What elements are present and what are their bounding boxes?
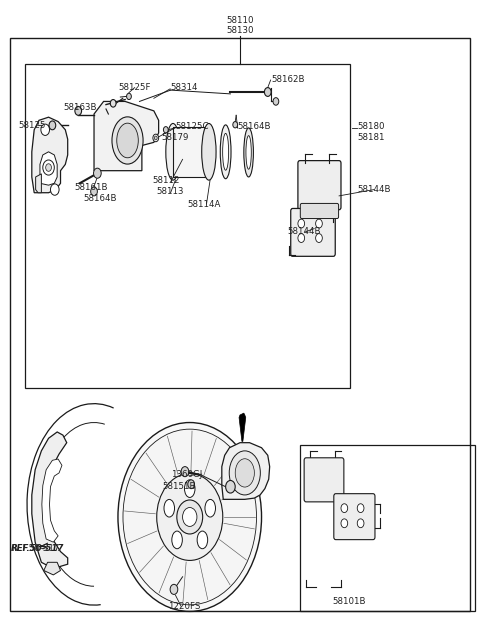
Ellipse shape (164, 499, 175, 517)
Circle shape (46, 164, 51, 172)
Polygon shape (94, 102, 158, 171)
Text: 58125: 58125 (19, 121, 47, 130)
Text: 58151B: 58151B (162, 482, 196, 492)
Ellipse shape (184, 480, 195, 497)
Ellipse shape (220, 125, 231, 179)
Circle shape (94, 168, 101, 178)
Text: REF.50-517: REF.50-517 (11, 544, 60, 553)
Circle shape (41, 124, 49, 136)
Ellipse shape (202, 124, 216, 180)
Text: 58164B: 58164B (238, 122, 271, 131)
Text: 1360GJ: 1360GJ (170, 469, 202, 479)
Text: 58144B: 58144B (287, 227, 321, 236)
Text: 58101B: 58101B (332, 598, 365, 606)
Ellipse shape (112, 117, 143, 164)
Circle shape (341, 504, 348, 512)
Circle shape (49, 121, 56, 130)
Text: 58112: 58112 (152, 176, 180, 186)
Ellipse shape (117, 123, 138, 158)
Circle shape (298, 219, 305, 228)
Circle shape (357, 504, 364, 512)
Text: 58164B: 58164B (83, 194, 117, 203)
Circle shape (75, 107, 82, 115)
Circle shape (188, 480, 194, 488)
Ellipse shape (246, 136, 252, 169)
Bar (173, 127, 209, 177)
Polygon shape (44, 562, 60, 575)
Text: 58144B: 58144B (357, 185, 391, 194)
Circle shape (43, 160, 54, 175)
Circle shape (182, 507, 197, 526)
Text: REF.50-517: REF.50-517 (11, 544, 65, 553)
Polygon shape (222, 443, 270, 499)
Circle shape (357, 519, 364, 528)
Circle shape (91, 187, 97, 196)
Text: 58162B: 58162B (271, 75, 305, 84)
Polygon shape (40, 152, 57, 185)
Circle shape (226, 480, 235, 493)
Circle shape (127, 93, 132, 100)
Ellipse shape (235, 459, 254, 487)
Circle shape (123, 429, 256, 604)
Circle shape (153, 134, 158, 142)
Bar (24, 64, 350, 388)
Ellipse shape (166, 124, 180, 180)
Circle shape (273, 98, 279, 105)
Text: 58180: 58180 (357, 122, 385, 131)
Circle shape (50, 184, 59, 195)
FancyBboxPatch shape (334, 493, 375, 540)
Text: 58130: 58130 (226, 27, 254, 35)
Circle shape (341, 519, 348, 528)
Circle shape (177, 500, 203, 534)
Circle shape (316, 233, 323, 242)
Text: 1220FS: 1220FS (168, 602, 201, 611)
Polygon shape (32, 117, 68, 192)
Polygon shape (32, 432, 68, 567)
Circle shape (233, 122, 238, 128)
Circle shape (181, 466, 189, 476)
Polygon shape (36, 174, 41, 192)
Ellipse shape (229, 451, 260, 495)
Text: 58161B: 58161B (75, 183, 108, 192)
Circle shape (157, 473, 223, 560)
FancyBboxPatch shape (300, 203, 338, 218)
Bar (300, 445, 475, 611)
FancyBboxPatch shape (291, 208, 335, 256)
FancyBboxPatch shape (298, 161, 341, 209)
Circle shape (316, 219, 323, 228)
Polygon shape (239, 413, 246, 442)
Circle shape (264, 88, 271, 97)
Ellipse shape (244, 128, 253, 177)
Circle shape (155, 136, 157, 140)
Text: 58179: 58179 (161, 133, 189, 143)
Text: 58125C: 58125C (175, 122, 209, 131)
Circle shape (118, 423, 262, 611)
Circle shape (163, 127, 168, 133)
Ellipse shape (197, 531, 208, 549)
Polygon shape (42, 459, 62, 542)
FancyBboxPatch shape (304, 458, 344, 502)
Ellipse shape (205, 499, 216, 517)
Text: 58113: 58113 (157, 187, 184, 196)
Text: 58163B: 58163B (63, 103, 96, 112)
Text: 58314: 58314 (170, 83, 198, 92)
Circle shape (170, 584, 178, 594)
Ellipse shape (172, 531, 182, 549)
Ellipse shape (223, 133, 228, 170)
Text: 58125F: 58125F (118, 83, 150, 92)
Circle shape (298, 233, 305, 242)
Text: 58114A: 58114A (187, 199, 221, 209)
Text: 58110: 58110 (226, 16, 254, 25)
Circle shape (110, 100, 116, 107)
Text: 58181: 58181 (357, 133, 385, 142)
